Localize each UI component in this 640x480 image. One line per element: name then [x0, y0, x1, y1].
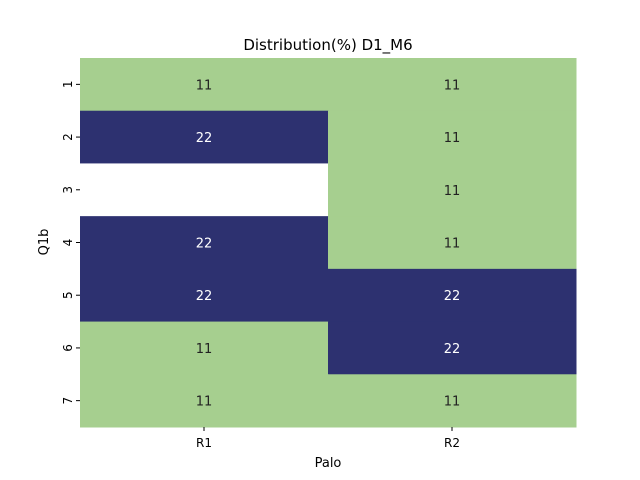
cell-value-label: 11	[196, 78, 213, 93]
y-axis-label: Q1b	[37, 229, 52, 256]
heatmap-cells: 11 11 22 11 11 22 11 22 22 11 22 11 11	[80, 58, 577, 428]
heatmap-cell	[328, 216, 577, 270]
heatmap-cell	[80, 163, 329, 217]
heatmap-cell	[328, 110, 577, 164]
cell-value-label: 22	[196, 131, 213, 146]
heatmap-cell	[328, 58, 577, 112]
heatmap-cell	[328, 163, 577, 217]
y-tick-label: 4	[61, 239, 75, 247]
y-tick-label: 2	[61, 133, 75, 141]
cell-value-label: 11	[444, 395, 461, 410]
y-tick-label: 3	[61, 186, 75, 194]
cell-value-label: 22	[196, 289, 213, 304]
x-axis-ticks: R1 R2	[196, 427, 460, 450]
heatmap-cell	[328, 321, 577, 375]
cell-value-label: 11	[196, 395, 213, 410]
heatmap-cell	[328, 268, 577, 323]
cell-value-label: 11	[444, 237, 461, 252]
x-axis-label: Palo	[315, 456, 342, 471]
x-tick-label: R2	[444, 436, 460, 450]
cell-value-label: 22	[444, 289, 461, 304]
heatmap-cell	[328, 374, 577, 428]
chart-title: Distribution(%) D1_M6	[243, 36, 412, 55]
cell-value-label: 11	[196, 342, 213, 357]
y-axis-ticks: 1 2 3 4 5 6 7	[61, 81, 80, 405]
x-tick-label: R1	[196, 436, 212, 450]
heatmap-cell	[80, 321, 329, 375]
heatmap-cell	[80, 268, 329, 323]
cell-value-label: 11	[444, 184, 461, 199]
y-tick-label: 1	[61, 81, 75, 89]
heatmap-cell	[80, 216, 329, 270]
heatmap-cell	[80, 110, 329, 164]
y-tick-label: 7	[61, 397, 75, 405]
cell-value-label: 11	[444, 131, 461, 146]
heatmap-cell	[80, 58, 329, 112]
y-tick-label: 5	[61, 291, 75, 299]
heatmap-cell	[80, 374, 329, 428]
cell-value-label: 22	[196, 237, 213, 252]
cell-value-label: 11	[444, 78, 461, 93]
y-tick-label: 6	[61, 344, 75, 352]
cell-value-label: 22	[444, 342, 461, 357]
